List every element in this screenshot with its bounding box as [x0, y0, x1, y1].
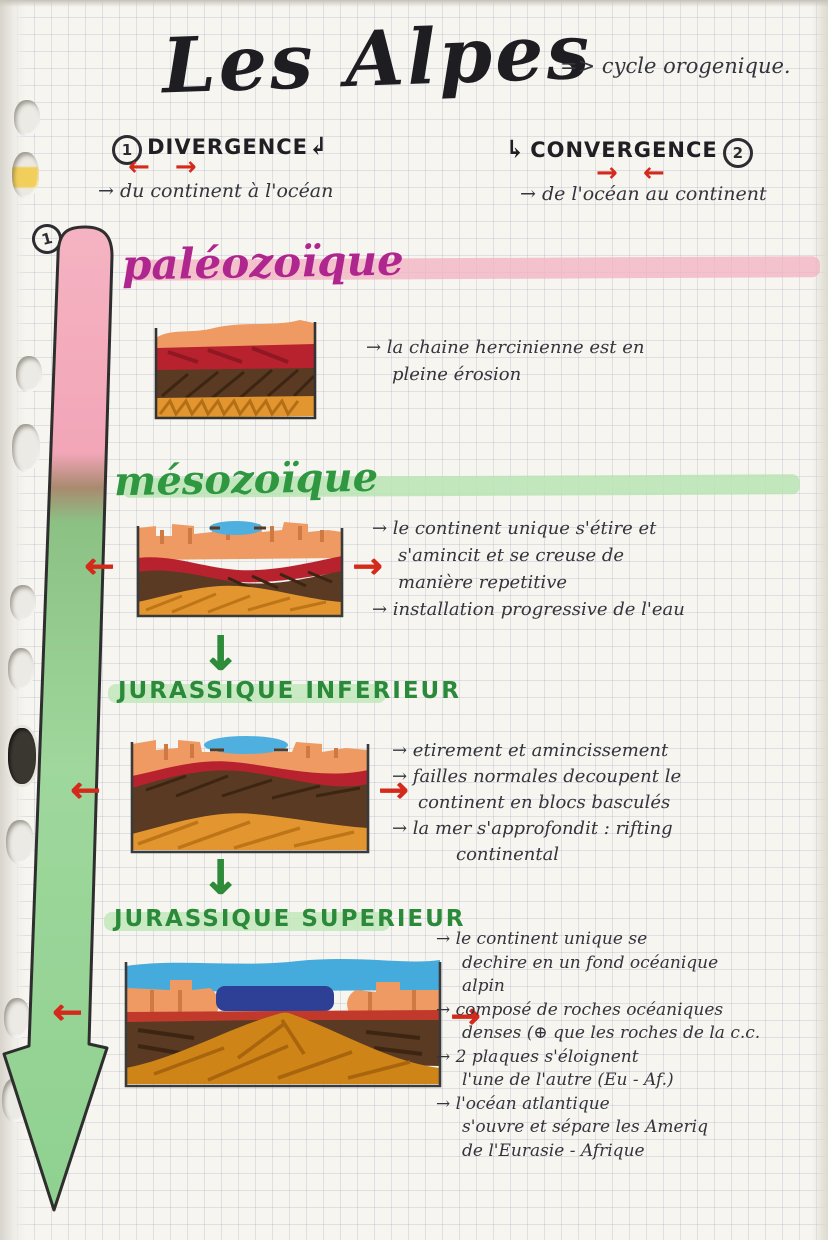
note-line: → la chaine hercinienne est en [366, 337, 645, 358]
down-arrow-icon: ↓ [200, 626, 241, 682]
punch-hole [12, 424, 40, 472]
note-line: continental [456, 844, 560, 865]
note-line: → installation progressive de l'eau [372, 599, 685, 620]
note-line: → 2 plaques s'éloignent [436, 1046, 639, 1067]
green-highlighter-bar [108, 684, 386, 703]
paleozoique-notes: → la chaine hercinienne est en pleine ér… [366, 334, 644, 388]
punch-hole [6, 820, 34, 864]
note-line: alpin [462, 976, 505, 996]
note-line: de l'Eurasie - Afrique [462, 1140, 645, 1161]
rift-arrow-right: → [352, 546, 383, 587]
converging-arrows-icon: → ← [596, 158, 673, 188]
note-line: continent en blocs basculés [418, 792, 671, 813]
note-line: → composé de roches océaniques [436, 999, 724, 1020]
rift-arrow-right: → [450, 996, 481, 1037]
timeline-arrow [2, 225, 114, 1212]
page-title: Les Alpes [160, 6, 594, 111]
circled-number-1: 1 [112, 134, 142, 165]
section-title-mesozoique: mésozoïque [113, 453, 379, 506]
mesozoique-diagram [136, 521, 344, 618]
rift-arrow-left: ← [70, 770, 101, 811]
punch-hole [10, 585, 36, 621]
divergence-subtext: → du continent à l'océan [98, 180, 334, 202]
note-line: denses (⊕ que les roches de la c.c. [462, 1023, 761, 1043]
punch-hole [8, 648, 34, 690]
note-line: → la mer s'approfondit : rifting [392, 818, 673, 839]
hook-down-right-icon: ↳ [505, 134, 526, 163]
section-title-jurassique-superieur: JURASSIQUE SUPERIEUR [114, 906, 466, 932]
punch-hole [14, 100, 40, 136]
circled-number-2: 2 [722, 137, 753, 168]
rift-arrow-left: ← [84, 546, 115, 587]
green-highlighter-bar [104, 912, 390, 931]
note-line: → le continent unique s'étire et [372, 518, 657, 539]
punch-hole [4, 998, 30, 1038]
jurassique-inferieur-notes: → etirement et amincissement → failles n… [392, 738, 681, 868]
note-line: pleine érosion [392, 364, 522, 385]
punch-hole [16, 356, 42, 392]
convergence-header: ↳ CONVERGENCE 2 [505, 134, 753, 168]
diverging-arrows-icon: ← → [128, 152, 205, 182]
jurassique-superieur-diagram [124, 959, 442, 1088]
divergence-header: 1 DIVERGENCE↲ [112, 131, 328, 165]
section-title-paleozoique: paléozoïque [121, 235, 405, 290]
down-arrow-icon: ↓ [200, 850, 241, 906]
rift-arrow-right: → [378, 770, 409, 811]
punch-hole [8, 728, 36, 784]
hook-down-left-icon: ↲ [308, 131, 329, 160]
divergence-label: DIVERGENCE [147, 135, 309, 159]
note-line: → l'océan atlantique [436, 1093, 610, 1114]
note-line: → etirement et amincissement [392, 740, 669, 761]
convergence-label: CONVERGENCE [530, 138, 718, 162]
note-line: → failles normales decoupent le [392, 766, 682, 787]
convergence-subtext: → de l'océan au continent [520, 183, 767, 205]
rift-arrow-left: ← [52, 992, 83, 1033]
mesozoique-notes: → le continent unique s'étire et s'aminc… [372, 515, 685, 623]
note-line: → le continent unique se [436, 929, 648, 949]
note-line: s'amincit et se creuse de [398, 545, 625, 566]
title-annotation: => cycle orogenique. [560, 54, 791, 78]
page-right-shadow [812, 0, 828, 1240]
page-top-shadow [0, 0, 828, 7]
punch-hole [12, 152, 39, 198]
jurassique-inferieur-diagram [130, 736, 370, 854]
paleozoique-diagram [154, 320, 317, 420]
note-line: l'une de l'autre (Eu - Af.) [462, 1070, 674, 1090]
jurassique-superieur-notes: → le continent unique se dechire en un f… [436, 928, 760, 1163]
note-line: dechire en un fond océanique [462, 952, 719, 973]
note-line: manière repetitive [398, 572, 568, 593]
section-title-jurassique-inferieur: JURASSIQUE INFERIEUR [118, 678, 461, 704]
note-line: s'ouvre et sépare les Ameriq [462, 1117, 708, 1137]
